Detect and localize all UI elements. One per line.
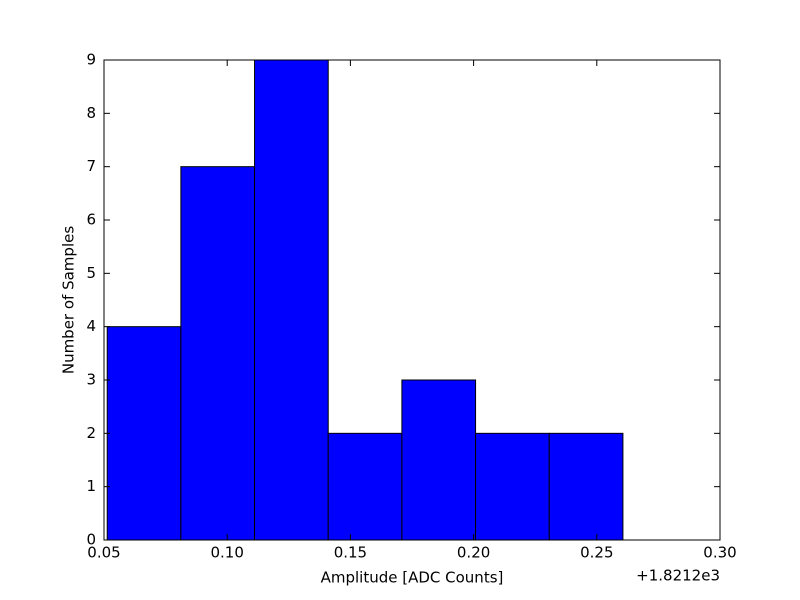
y-tick-label: 1 (86, 477, 96, 495)
x-tick-label: 0.15 (334, 544, 367, 562)
histogram-bar (475, 432, 550, 541)
plot-frame (103, 59, 721, 541)
histogram-bar (180, 166, 256, 541)
x-tick-label: 0.10 (210, 544, 243, 562)
y-axis-label: Number of Samples (60, 226, 78, 374)
histogram-bar (401, 379, 477, 541)
y-tick-label: 5 (86, 264, 96, 282)
x-tick-label: 0.05 (87, 544, 120, 562)
offset-label: +1.8212e3 (636, 567, 720, 585)
y-tick-label: 4 (86, 317, 96, 335)
histogram-bar (327, 432, 403, 541)
histogram-bar (254, 59, 329, 541)
y-tick-label: 9 (86, 51, 96, 69)
y-tick-label: 8 (86, 104, 96, 122)
y-tick-label: 3 (86, 371, 96, 389)
y-tick-label: 0 (86, 531, 96, 549)
y-tick-label: 2 (86, 424, 96, 442)
x-tick-label: 0.30 (703, 544, 736, 562)
x-axis-label: Amplitude [ADC Counts] (321, 569, 504, 587)
y-tick-label: 7 (86, 157, 96, 175)
histogram-bar (106, 326, 182, 541)
histogram-bar (548, 432, 624, 541)
x-tick-label: 0.20 (457, 544, 490, 562)
y-tick-label: 6 (86, 211, 96, 229)
x-tick-label: 0.25 (580, 544, 613, 562)
